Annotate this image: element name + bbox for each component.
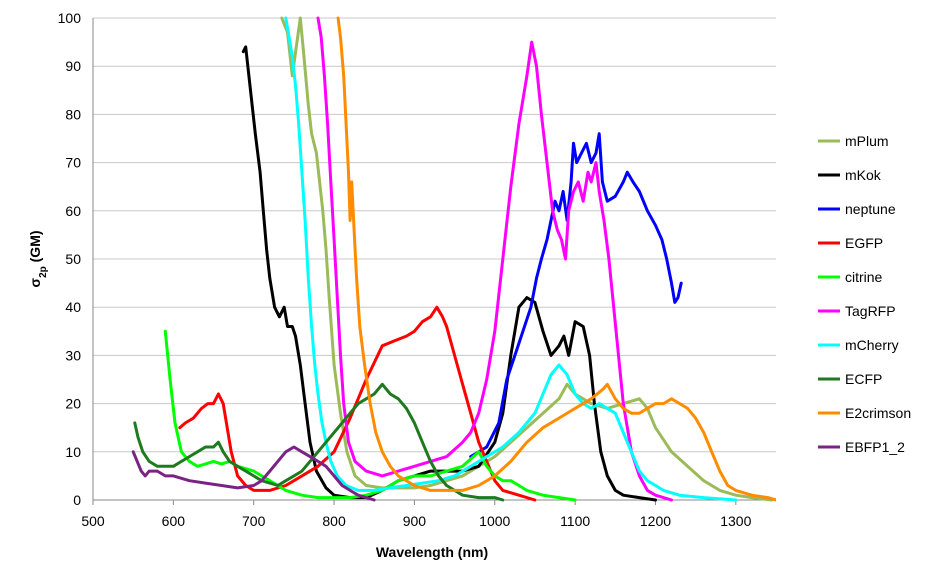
y-tick-label: 100 <box>58 10 82 26</box>
legend-label-mplum: mPlum <box>845 133 889 149</box>
y-axis-title: σ2p (GM) <box>27 230 49 287</box>
series-line-egfp <box>178 305 537 502</box>
y-tick-label: 0 <box>73 492 81 508</box>
axes <box>92 18 776 505</box>
legend: mPlum mKok neptune EGFP citrine TagRFP mCherry… <box>818 133 911 455</box>
series-line-neptune <box>469 132 683 459</box>
series-line-mplum <box>280 16 774 502</box>
series-line-citrine <box>163 329 577 502</box>
series-line-e2crimson <box>336 16 776 502</box>
x-tick-label: 800 <box>322 513 346 529</box>
series-line-tagrfp <box>316 16 673 502</box>
y-tick-label: 70 <box>65 155 81 171</box>
x-tick-label: 700 <box>242 513 266 529</box>
y-tick-label: 30 <box>65 347 81 363</box>
y-axis-title-symbol: σ <box>27 278 43 288</box>
y-axis-title-unit: (GM) <box>27 230 43 266</box>
legend-label-tagrfp: TagRFP <box>845 303 896 319</box>
x-tick-label: 1300 <box>720 513 751 529</box>
x-tick-label: 900 <box>403 513 427 529</box>
x-axis-title: Wavelength (nm) <box>376 544 488 560</box>
legend-label-e2crimson: E2crimson <box>845 405 911 421</box>
y-tick-label: 20 <box>65 396 81 412</box>
y-tick-label: 90 <box>65 58 81 74</box>
y-tick-label: 40 <box>65 299 81 315</box>
legend-label-mcherry: mCherry <box>845 337 899 353</box>
series-line-ecfp <box>133 382 505 502</box>
y-tick-label: 60 <box>65 203 81 219</box>
y-axis-title-subscript: 2p <box>38 266 49 278</box>
legend-label-ecfp: ECFP <box>845 371 882 387</box>
series-line-mcherry <box>284 16 738 502</box>
y-tick-label: 50 <box>65 251 81 267</box>
y-tick-label: 80 <box>65 106 81 122</box>
series-lines <box>131 16 776 502</box>
tick-labels: 0 10 20 30 40 50 60 70 80 90 100 500 600 700 800 900 100… <box>58 10 752 529</box>
legend-label-egfp: EGFP <box>845 235 883 251</box>
y-tick-label: 10 <box>65 444 81 460</box>
x-tick-label: 600 <box>162 513 186 529</box>
gridlines <box>93 17 776 501</box>
x-tick-label: 1100 <box>560 513 590 529</box>
x-tick-label: 500 <box>81 513 105 529</box>
legend-label-mkok: mKok <box>845 167 882 183</box>
legend-label-ebfp1-2: EBFP1_2 <box>845 439 905 455</box>
x-tick-label: 1200 <box>640 513 671 529</box>
legend-label-neptune: neptune <box>845 201 896 217</box>
series-line-ebfp1-2 <box>131 445 376 502</box>
x-tick-label: 1000 <box>479 513 510 529</box>
legend-label-citrine: citrine <box>845 269 883 285</box>
